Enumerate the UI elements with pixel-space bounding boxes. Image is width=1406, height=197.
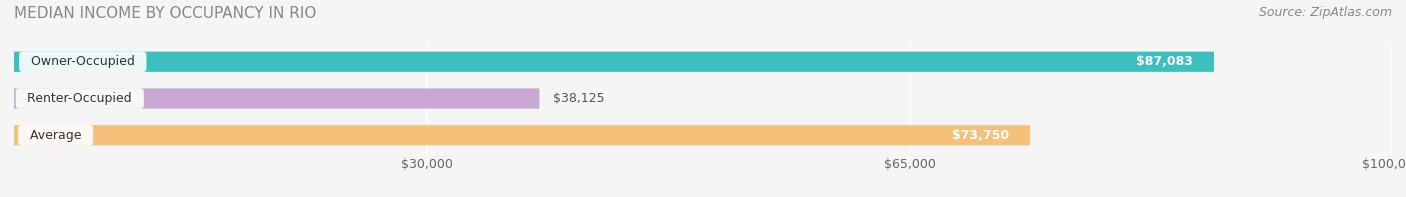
Text: $38,125: $38,125 [553,92,605,105]
Text: Average: Average [22,129,90,142]
FancyBboxPatch shape [14,88,540,109]
FancyBboxPatch shape [14,125,1031,145]
Text: Owner-Occupied: Owner-Occupied [22,55,142,68]
Text: MEDIAN INCOME BY OCCUPANCY IN RIO: MEDIAN INCOME BY OCCUPANCY IN RIO [14,6,316,21]
FancyBboxPatch shape [14,52,1213,72]
Text: Renter-Occupied: Renter-Occupied [20,92,141,105]
Text: $87,083: $87,083 [1136,55,1194,68]
Text: $73,750: $73,750 [952,129,1010,142]
Text: Source: ZipAtlas.com: Source: ZipAtlas.com [1258,6,1392,19]
